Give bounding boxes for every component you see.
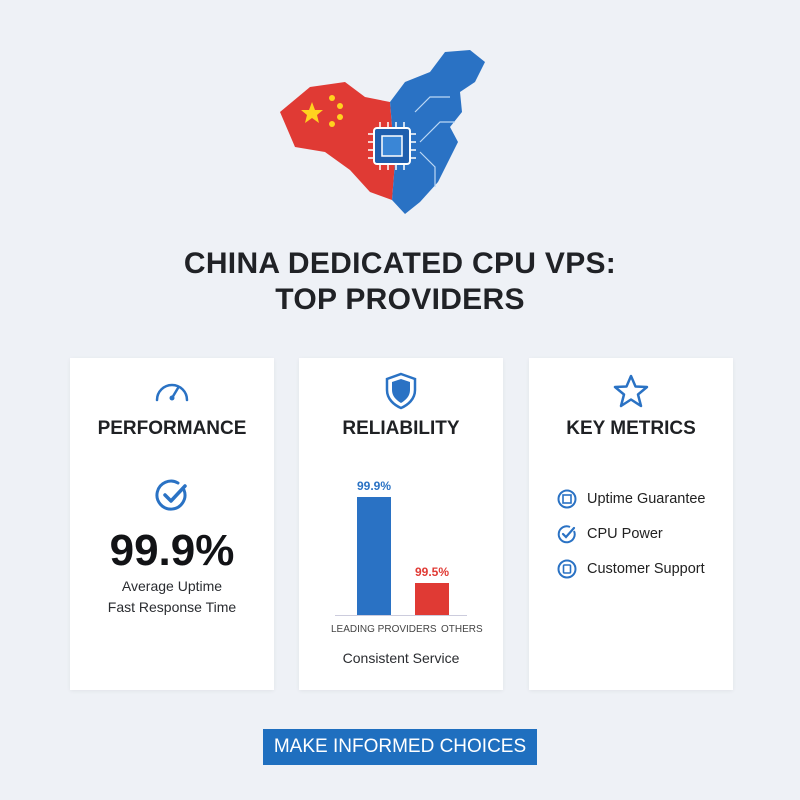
metric-label: CPU Power (587, 526, 663, 542)
bar-data-label: 99.9% (356, 478, 392, 493)
card-key-metrics: KEY METRICS Uptime Guarantee CPU Power C… (529, 358, 733, 690)
check-circle-icon (155, 479, 187, 511)
metric-cpu-power: CPU Power (557, 524, 663, 544)
uptime-value: 99.9% (109, 526, 235, 575)
metric-customer-support: Customer Support (557, 559, 705, 579)
bar (415, 582, 449, 615)
reliability-bar-chart: 99.9% 99.5% LEADING PROVIDERS OTHERS (299, 358, 503, 658)
china-map-chip-illustration (280, 50, 485, 214)
metric-uptime-guarantee: Uptime Guarantee (557, 489, 705, 509)
map-blue-half (390, 50, 485, 214)
metric-label: Uptime Guarantee (587, 491, 706, 507)
make-informed-choices-button[interactable]: MAKE INFORMED CHOICES (263, 729, 537, 765)
star-icon (613, 374, 649, 408)
title-line-2: TOP PROVIDERS (275, 283, 525, 316)
page-title: CHINA DEDICATED CPU VPS: TOP PROVIDERS (0, 246, 800, 318)
card-heading: KEY METRICS (566, 418, 696, 439)
bar (357, 496, 391, 615)
shield-icon (385, 372, 417, 410)
card-heading: RELIABILITY (342, 418, 460, 439)
title-line-1: CHINA DEDICATED CPU VPS: (183, 247, 617, 280)
flag-stars-icon (301, 95, 343, 127)
speedometer-icon (155, 383, 189, 402)
square-circle-icon (557, 559, 577, 579)
chart-caption: Consistent Service (342, 650, 460, 666)
card-performance: PERFORMANCE 99.9% Average Uptime Fast Re… (70, 358, 274, 690)
plot-area: 99.9% 99.5% (335, 479, 467, 616)
category-label: LEADING PROVIDERS (331, 624, 437, 635)
check-circle-icon (557, 525, 576, 544)
chip-circle-icon (557, 489, 577, 509)
response-label: Fast Response Time (107, 599, 237, 615)
cpu-chip-icon (368, 96, 455, 187)
card-heading: PERFORMANCE (97, 418, 247, 439)
metric-label: Customer Support (587, 561, 705, 577)
bar-data-label: 99.5% (414, 564, 450, 579)
card-reliability: RELIABILITY 99.9% 99.5% LEADING PROVIDERS… (299, 358, 503, 690)
uptime-label: Average Uptime (121, 578, 223, 594)
category-label: OTHERS (441, 624, 483, 635)
